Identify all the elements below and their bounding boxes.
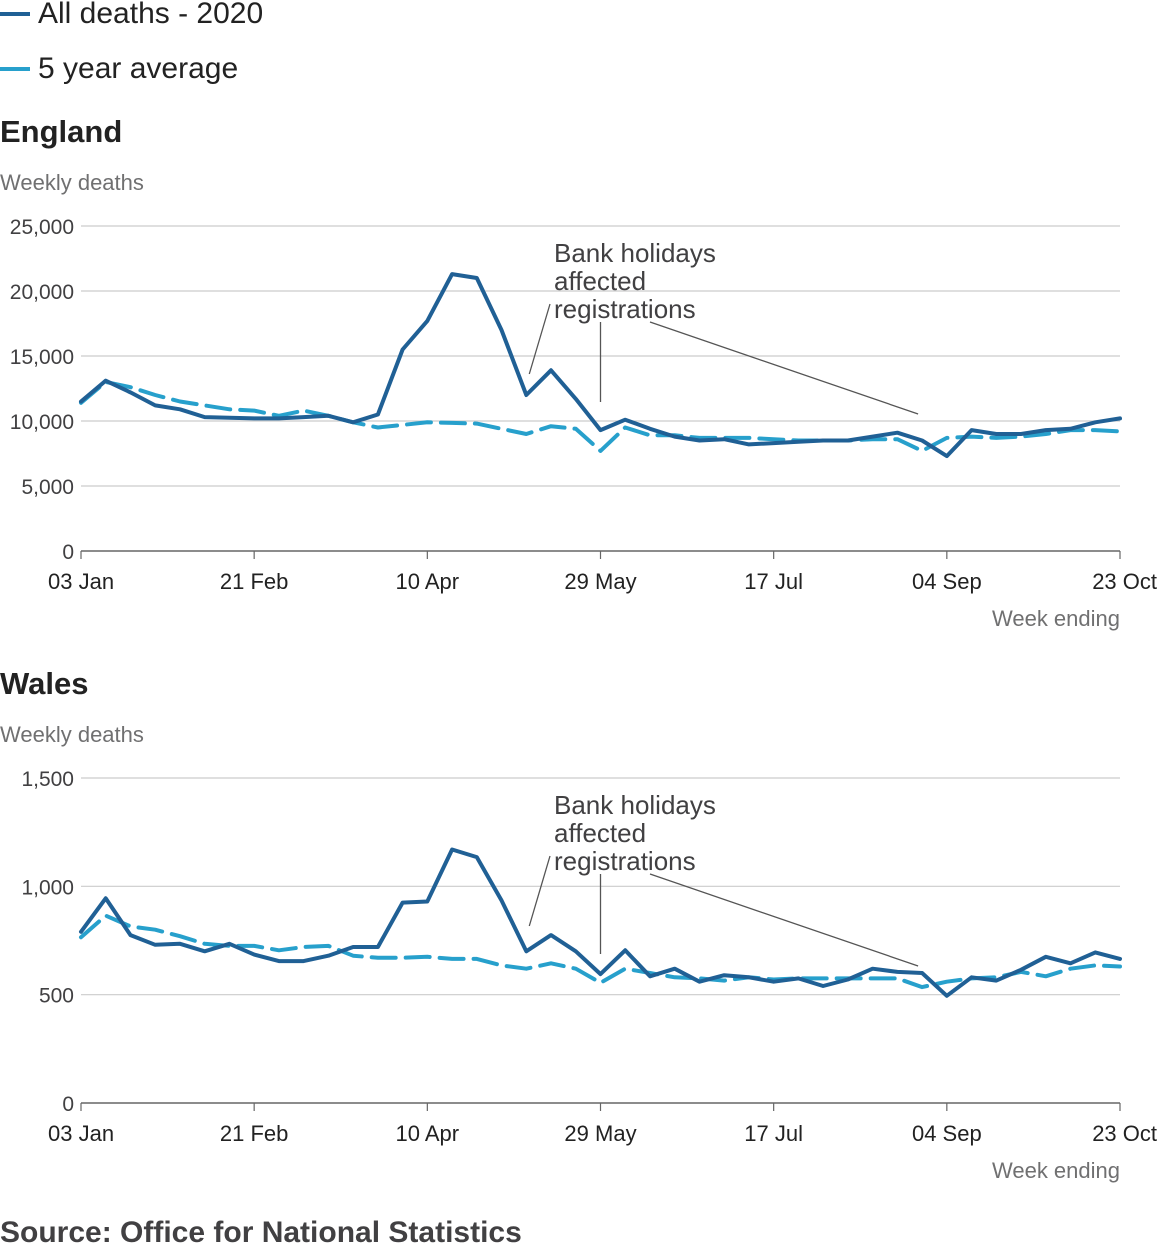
x-tick-label: 21 Feb	[220, 1121, 289, 1146]
y-tick-label: 15,000	[10, 346, 74, 369]
annotation-text-line: registrations	[554, 846, 696, 876]
x-axis-label: Week ending	[992, 606, 1120, 631]
annotation-text-line: Bank holidays	[554, 238, 716, 268]
y-tick-label: 20,000	[10, 281, 74, 304]
annotation-text-line: affected	[554, 818, 646, 848]
y-tick-label: 0	[62, 541, 74, 564]
y-tick-label: 0	[62, 1093, 74, 1116]
y-tick-label: 10,000	[10, 411, 74, 434]
source-note: Source: Office for National Statistics	[0, 1216, 522, 1249]
annotation-text: Bank holidays affected registrations	[554, 238, 716, 324]
x-tick-label: 29 May	[564, 1121, 636, 1146]
series-line-all-deaths-2020	[79, 272, 1122, 459]
legend-label-all-deaths: All deaths - 2020	[38, 0, 264, 30]
legend-label-5-year-average: 5 year average	[38, 52, 239, 85]
chart-title: Wales	[0, 666, 89, 701]
chart-svg: 0 500 1,000 1,500 03 Jan 21 Feb 10 Apr 29 May 17…	[21, 768, 1157, 1183]
chart-svg: 0 5,000 10,000 15,000 20,000 25,000 03 Jan 21 F…	[10, 216, 1157, 631]
annotation-text-line: affected	[554, 266, 646, 296]
x-tick-label: 17 Jul	[744, 569, 803, 594]
annotation-leader-line	[528, 303, 551, 375]
series-line-5-year-average	[79, 913, 1122, 990]
y-axis-label: Weekly deaths	[0, 170, 144, 195]
x-tick-label: 21 Feb	[220, 569, 289, 594]
chart-england: 0 5,000 10,000 15,000 20,000 25,000 03 Jan 21 F…	[0, 114, 1157, 644]
annotation-text: Bank holidays affected registrations	[554, 790, 716, 876]
chart-wales: 0 500 1,000 1,500 03 Jan 21 Feb 10 Apr 29 May 17…	[0, 666, 1157, 1196]
series-line-5-year-average	[79, 380, 1122, 453]
annotation-leader-line	[649, 321, 919, 415]
annotation-text-line: Bank holidays	[554, 790, 716, 820]
x-tick-label: 03 Jan	[48, 1121, 114, 1146]
x-tick-label: 04 Sep	[912, 1121, 982, 1146]
y-tick-label: 5,000	[21, 476, 74, 499]
legend: All deaths - 2020 5 year average	[0, 0, 263, 110]
annotation-leader-line	[649, 873, 919, 967]
series-line-all-deaths-2020	[79, 847, 1122, 998]
x-tick-label: 04 Sep	[912, 569, 982, 594]
legend-swatch-5-year-average	[0, 67, 30, 71]
y-axis-label: Weekly deaths	[0, 722, 144, 747]
x-tick-label: 10 Apr	[396, 569, 460, 594]
annotation-text-line: registrations	[554, 294, 696, 324]
x-axis-label: Week ending	[992, 1158, 1120, 1183]
chart-title: England	[0, 114, 123, 149]
x-tick-label: 23 Oct	[1092, 1121, 1157, 1146]
x-tick-label: 03 Jan	[48, 569, 114, 594]
y-tick-label: 500	[39, 985, 74, 1008]
legend-item-all-deaths[interactable]: All deaths - 2020	[0, 0, 264, 30]
legend-item-5-year-average[interactable]: 5 year average	[0, 52, 263, 85]
x-tick-label: 23 Oct	[1092, 569, 1157, 594]
x-tick-label: 29 May	[564, 569, 636, 594]
y-tick-label: 1,000	[21, 876, 74, 899]
annotation-leader-line	[528, 855, 551, 927]
x-tick-label: 17 Jul	[744, 1121, 803, 1146]
x-tick-label: 10 Apr	[396, 1121, 460, 1146]
y-tick-label: 25,000	[10, 216, 74, 239]
legend-swatch-all-deaths	[0, 12, 30, 16]
y-tick-label: 1,500	[21, 768, 74, 791]
